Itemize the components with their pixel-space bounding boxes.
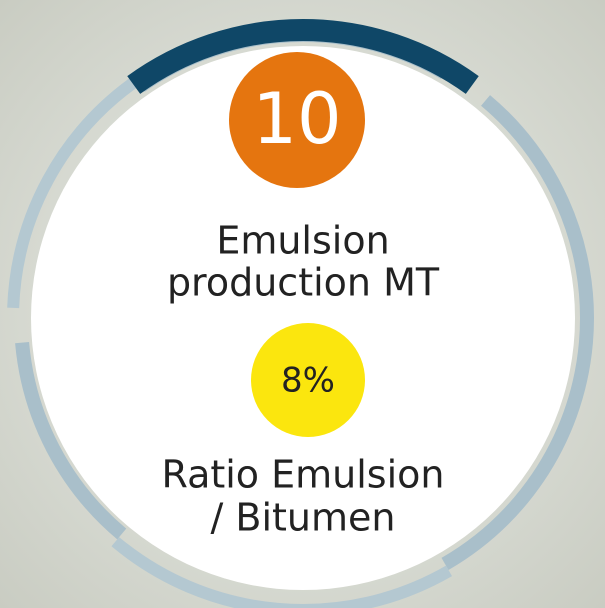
graphic: 10 Emulsion production MT 8% Ratio Emuls… [0, 0, 605, 608]
metric-label: Emulsion [216, 219, 389, 263]
metric-label: production MT [167, 261, 440, 305]
metric-value: 8% [281, 361, 335, 401]
metric-label: / Bitumen [211, 496, 396, 540]
metric-value: 10 [252, 78, 341, 160]
metric-label: Ratio Emulsion [162, 453, 445, 497]
infographic: 10 Emulsion production MT 8% Ratio Emuls… [0, 0, 605, 608]
